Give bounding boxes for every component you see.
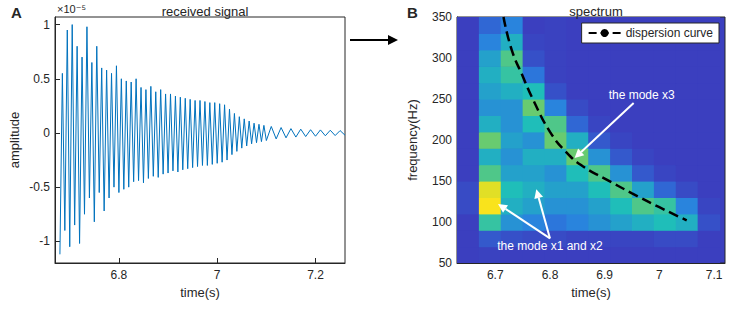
svg-text:time(s): time(s) bbox=[180, 285, 220, 300]
svg-text:-1: -1 bbox=[39, 234, 50, 248]
svg-text:dispersion curve: dispersion curve bbox=[626, 26, 714, 40]
svg-text:100: 100 bbox=[432, 215, 452, 229]
svg-text:6.8: 6.8 bbox=[542, 268, 559, 282]
svg-text:frequency(Hz): frequency(Hz) bbox=[405, 99, 420, 181]
svg-text:200: 200 bbox=[432, 133, 452, 147]
svg-text:-0.5: -0.5 bbox=[29, 180, 50, 194]
svg-text:the mode x1 and x2: the mode x1 and x2 bbox=[497, 239, 603, 253]
svg-text:0.5: 0.5 bbox=[33, 72, 50, 86]
svg-text:0: 0 bbox=[43, 126, 50, 140]
svg-text:6.9: 6.9 bbox=[596, 268, 613, 282]
svg-text:7.2: 7.2 bbox=[307, 268, 324, 282]
svg-text:A: A bbox=[11, 4, 22, 21]
svg-text:1: 1 bbox=[43, 18, 50, 32]
svg-text:amplitude: amplitude bbox=[7, 112, 22, 168]
svg-text:350: 350 bbox=[432, 10, 452, 24]
svg-text:150: 150 bbox=[432, 174, 452, 188]
svg-text:spectrum: spectrum bbox=[569, 4, 622, 19]
svg-text:received signal: received signal bbox=[162, 4, 249, 19]
svg-text:×10⁻⁵: ×10⁻⁵ bbox=[57, 3, 86, 15]
svg-text:time(s): time(s) bbox=[571, 285, 611, 300]
svg-text:6.8: 6.8 bbox=[111, 268, 128, 282]
svg-text:7: 7 bbox=[214, 268, 221, 282]
svg-text:50: 50 bbox=[439, 256, 453, 270]
svg-text:the mode x3: the mode x3 bbox=[609, 88, 675, 102]
svg-text:300: 300 bbox=[432, 51, 452, 65]
svg-text:250: 250 bbox=[432, 92, 452, 106]
svg-text:B: B bbox=[407, 4, 418, 21]
svg-text:7.1: 7.1 bbox=[706, 268, 723, 282]
svg-text:6.7: 6.7 bbox=[487, 268, 504, 282]
svg-text:7: 7 bbox=[656, 268, 663, 282]
